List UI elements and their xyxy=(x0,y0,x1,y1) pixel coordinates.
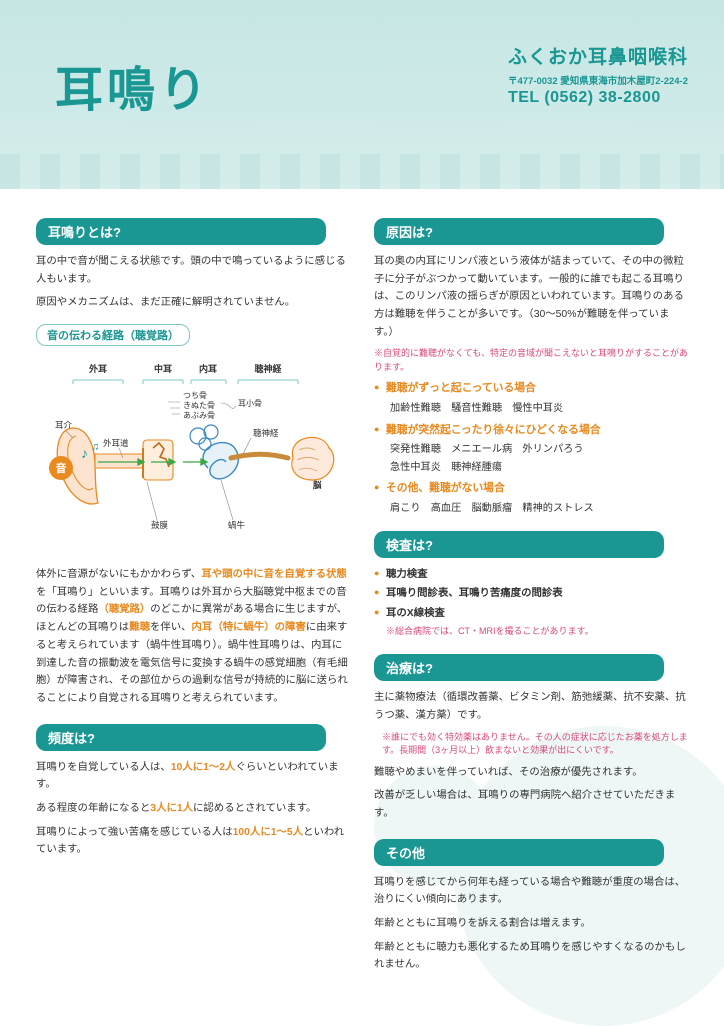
cause-b1-sub: 加齢性難聴 騒音性難聴 慢性中耳炎 xyxy=(374,400,688,417)
sub-header-pathway: 音の伝わる経路（聴覚路） xyxy=(36,324,190,346)
label-choshinkei: 聴神経 xyxy=(253,428,279,438)
page-title: 耳鳴り xyxy=(55,50,211,120)
other-p1: 耳鳴りを感じてから何年も経っている場合や難聴が重度の場合は、治りにくい傾向にあり… xyxy=(374,874,688,909)
exam-note: ※総合病院では、CT・MRIを撮ることがあります。 xyxy=(374,625,688,639)
other-p3: 年齢とともに聴力も悪化するため耳鳴りを感じやすくなるのかもしれません。 xyxy=(374,939,688,974)
svg-text:♫: ♫ xyxy=(91,441,99,453)
label-sound: 音 xyxy=(56,461,67,475)
label-inner: 内耳 xyxy=(199,363,217,374)
freq-p2: ある程度の年齢になると3人に1人に認めるとされています。 xyxy=(36,800,350,818)
section-header-other: その他 xyxy=(374,839,664,866)
other-p2: 年齢とともに耳鳴りを訴える割合は増えます。 xyxy=(374,915,688,933)
cause-note: ※自覚的に難聴がなくても、特定の音域が聞こえないと耳鳴りがすることがあります。 xyxy=(374,347,688,374)
svg-text:♪: ♪ xyxy=(81,445,88,461)
exam-b2: 耳鳴り問診表、耳鳴り苦痛度の問診表 xyxy=(374,585,688,602)
clinic-tel: TEL (0562) 38-2800 xyxy=(508,89,688,107)
label-brain: 脳 xyxy=(312,480,322,490)
section-header-frequency: 頻度は? xyxy=(36,724,326,751)
label-jikai: 耳介 xyxy=(55,420,73,430)
header: 耳鳴り ふくおか耳鼻咽喉科 〒477-0032 愛知県東海市加木屋町2-224-… xyxy=(0,0,724,190)
label-middle: 中耳 xyxy=(154,363,172,374)
label-jisyo: 耳小骨 xyxy=(238,399,262,408)
ear-diagram: 外耳 中耳 内耳 聴神経 つち骨 きぬた骨 あぶみ骨 耳小骨 xyxy=(43,358,343,558)
treat-p1: 主に薬物療法（循環改善薬、ビタミン剤、筋弛緩薬、抗不安薬、抗うつ薬、漢方薬）です… xyxy=(374,689,688,724)
left-column: 耳鳴りとは? 耳の中で音が聞こえる状態です。頭の中で鳴っているように感じる人もい… xyxy=(36,208,350,980)
cause-b2-sub: 突発性難聴 メニエール病 外リンパろう 急性中耳炎 聴神経腫瘍 xyxy=(374,441,688,476)
page: 耳鳴り ふくおか耳鼻咽喉科 〒477-0032 愛知県東海市加木屋町2-224-… xyxy=(0,0,724,1024)
label-outer: 外耳 xyxy=(88,363,107,374)
label-komaku: 鼓膜 xyxy=(151,520,169,530)
label-kinuta: きぬた骨 xyxy=(183,401,215,410)
label-nerve: 聴神経 xyxy=(254,363,282,374)
label-gaijido: 外耳道 xyxy=(103,438,129,448)
section-header-exam: 検査は? xyxy=(374,531,664,558)
clinic-name: ふくおか耳鼻咽喉科 xyxy=(508,42,688,69)
exam-b3: 耳のX線検査 xyxy=(374,605,688,622)
treat-note: ※誰にでも効く特効薬はありません。その人の症状に応じたお薬を処方します。長期間（… xyxy=(374,731,688,758)
section-header-treatment: 治療は? xyxy=(374,654,664,681)
label-abumi: あぶみ骨 xyxy=(183,411,215,420)
cause-b2: 難聴が突然起こったり徐々にひどくなる場合 xyxy=(374,422,688,440)
freq-p1: 耳鳴りを自覚している人は、10人に1〜2人ぐらいといわれています。 xyxy=(36,759,350,794)
content: 耳鳴りとは? 耳の中で音が聞こえる状態です。頭の中で鳴っているように感じる人もい… xyxy=(0,190,724,996)
treat-p2: 難聴やめまいを伴っていれば、その治療が優先されます。 xyxy=(374,764,688,782)
what-p3: 体外に音源がないにもかかわらず、耳や頭の中に音を自覚する状態を「耳鳴り」といいま… xyxy=(36,566,350,708)
cause-b3-sub: 肩こり 高血圧 脳動脈瘤 精神的ストレス xyxy=(374,500,688,517)
freq-p3: 耳鳴りによって強い苦痛を感じている人は100人に1〜5人といわれています。 xyxy=(36,824,350,859)
right-column: 原因は? 耳の奥の内耳にリンパ液という液体が詰まっていて、その中の微粒子に分子が… xyxy=(374,208,688,980)
treat-p3: 改善が乏しい場合は、耳鳴りの専門病院へ紹介させていただきます。 xyxy=(374,787,688,822)
clinic-address: 〒477-0032 愛知県東海市加木屋町2-224-2 xyxy=(508,73,688,87)
cause-b1: 難聴がずっと起こっている場合 xyxy=(374,380,688,398)
exam-b1: 聴力検査 xyxy=(374,566,688,583)
section-header-cause: 原因は? xyxy=(374,218,664,245)
what-p1: 耳の中で音が聞こえる状態です。頭の中で鳴っているように感じる人もいます。 xyxy=(36,253,350,288)
section-header-what: 耳鳴りとは? xyxy=(36,218,326,245)
clinic-info: ふくおか耳鼻咽喉科 〒477-0032 愛知県東海市加木屋町2-224-2 TE… xyxy=(508,42,688,107)
what-p2: 原因やメカニズムは、まだ正確に解明されていません。 xyxy=(36,294,350,312)
label-tsuchi: つち骨 xyxy=(183,391,207,400)
label-kagyu: 蝸牛 xyxy=(228,520,246,530)
cause-b3: その他、難聴がない場合 xyxy=(374,480,688,498)
cause-p1: 耳の奥の内耳にリンパ液という液体が詰まっていて、その中の微粒子に分子がぶつかって… xyxy=(374,253,688,341)
